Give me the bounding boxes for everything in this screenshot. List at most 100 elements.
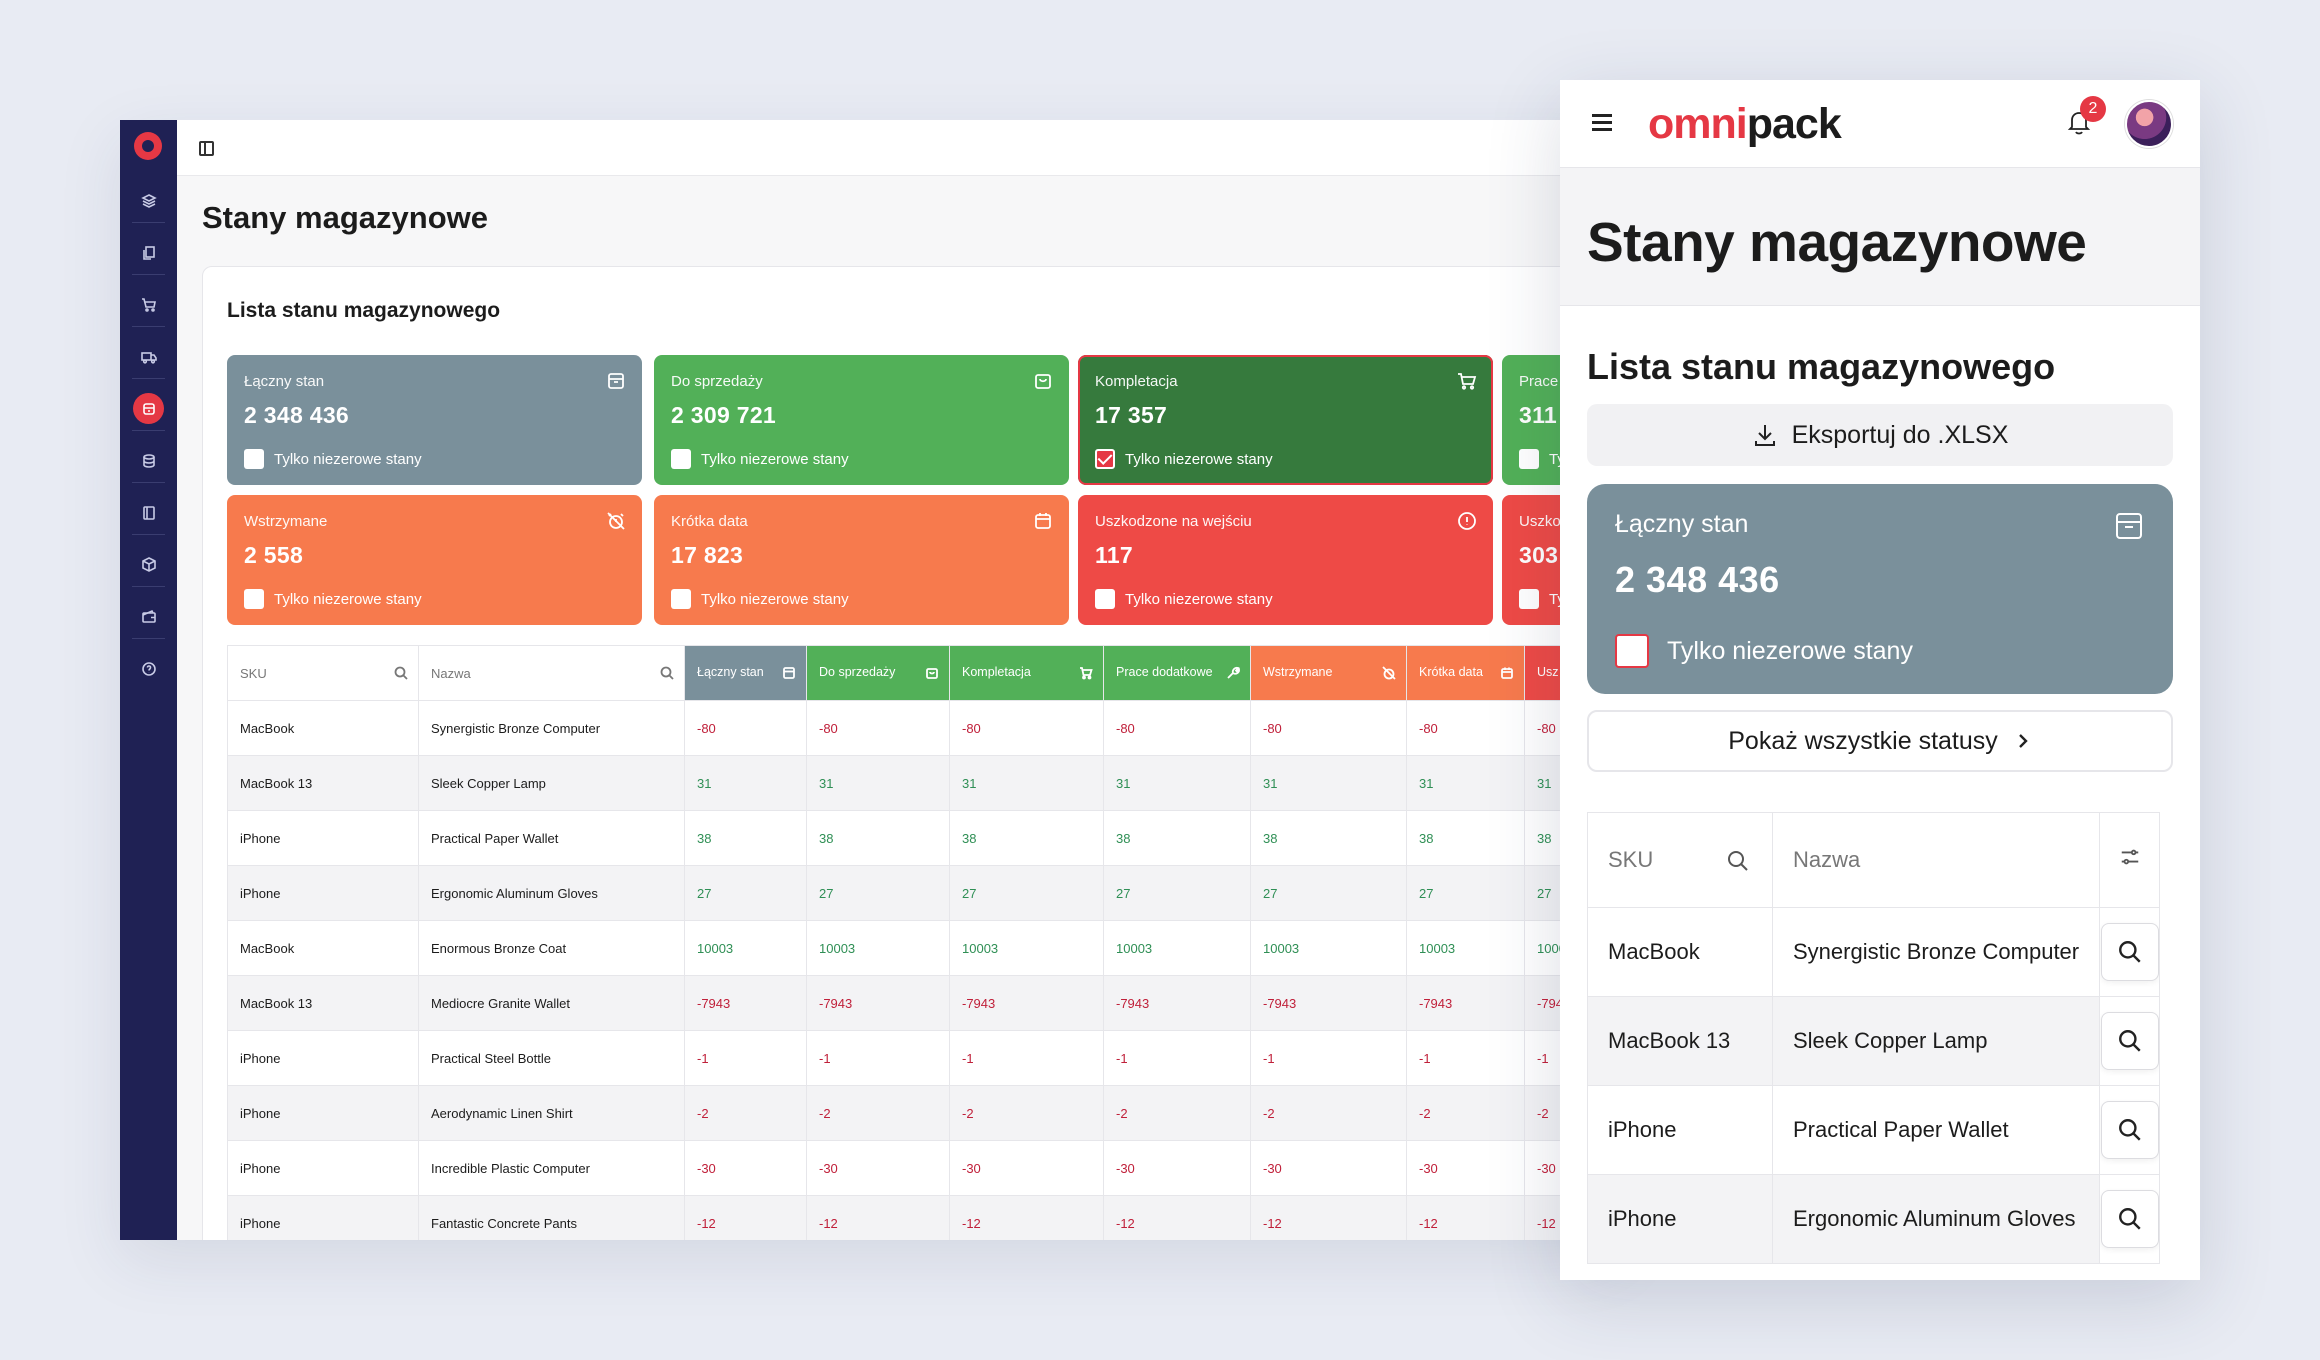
mobile-window: omnipack 2 Stany magazynowe Lista stanu …: [1560, 80, 2200, 1280]
nonzero-checkbox[interactable]: Tylko niezerowe stany: [244, 589, 422, 609]
status-card[interactable]: Krótka data 17 823 Tylko niezerowe stany: [654, 495, 1069, 625]
layers-icon[interactable]: [130, 182, 167, 219]
wallet-icon[interactable]: [130, 598, 167, 635]
column-header[interactable]: Do sprzedaży: [806, 645, 950, 701]
row-search-button[interactable]: [2099, 1085, 2161, 1175]
row-search-button[interactable]: [2099, 907, 2161, 997]
sku-cell: iPhone: [1587, 1085, 1773, 1175]
stock-value-cell: -80: [1103, 700, 1251, 756]
app-logo[interactable]: [134, 132, 162, 160]
card-value: 17 357: [1095, 402, 1168, 428]
stock-value-cell: 27: [1103, 865, 1251, 921]
table-row[interactable]: MacBook 13 Mediocre Granite Wallet -7943 -7…: [227, 975, 1605, 1031]
table-row[interactable]: iPhone Incredible Plastic Computer -30 -30-…: [227, 1140, 1605, 1196]
column-header[interactable]: Kompletacja: [949, 645, 1104, 701]
nonzero-checkbox[interactable]: Tylko niezerowe stany: [1095, 589, 1273, 609]
column-header[interactable]: Prace dodatkowe: [1103, 645, 1251, 701]
show-all-statuses-button[interactable]: Pokaż wszystkie statusy: [1587, 710, 2173, 772]
status-card[interactable]: Kompletacja 17 357 Tylko niezerowe stany: [1078, 355, 1493, 485]
name-cell: Synergistic Bronze Computer: [1771, 907, 2101, 997]
sku-filter-input[interactable]: SKU: [227, 645, 419, 701]
stock-value-cell: -1: [1103, 1030, 1251, 1086]
brand-logo[interactable]: omnipack: [1648, 100, 1842, 148]
name-cell: Sleek Copper Lamp: [418, 755, 685, 811]
status-card[interactable]: Uszkodzone na wejściu 117 Tylko niezerow…: [1078, 495, 1493, 625]
name-filter-input[interactable]: Nazwa: [1771, 812, 2101, 908]
table-row[interactable]: MacBook 13 Sleek Copper Lamp: [1587, 996, 2161, 1086]
name-cell: Practical Paper Wallet: [1771, 1085, 2101, 1175]
table-row[interactable]: iPhone Fantastic Concrete Pants -12 -12 -12-…: [227, 1195, 1605, 1240]
stock-table: SKU Nazwa Łączny stan Do sprzedaży Kompl…: [227, 645, 1605, 1240]
card-value: 2 348 436: [1615, 559, 1780, 600]
status-card[interactable]: Łączny stan 2 348 436 Tylko niezerowe st…: [227, 355, 642, 485]
stock-value-cell: -30: [1406, 1140, 1525, 1196]
table-row[interactable]: iPhone Ergonomic Aluminum Gloves 27 27 27 27 2…: [227, 865, 1605, 921]
stock-value-cell: -2: [684, 1085, 807, 1141]
help-icon[interactable]: [130, 650, 167, 687]
search-icon[interactable]: [2100, 1101, 2159, 1159]
status-card[interactable]: Wstrzymane 2 558 Tylko niezerowe stany: [227, 495, 642, 625]
stock-value-cell: -2: [1103, 1085, 1251, 1141]
search-icon[interactable]: [2100, 1012, 2159, 1070]
name-filter-input[interactable]: Nazwa: [418, 645, 685, 701]
stock-value-cell: -12: [949, 1195, 1104, 1240]
nonzero-checkbox[interactable]: Tylko niezerowe stany: [1615, 634, 1913, 668]
column-header[interactable]: Łączny stan: [684, 645, 807, 701]
stock-value-cell: 31: [1406, 755, 1525, 811]
status-card[interactable]: Łączny stan 2 348 436 Tylko niezerowe st…: [1587, 484, 2173, 694]
database-icon[interactable]: [130, 442, 167, 479]
export-button[interactable]: Eksportuj do .XLSX: [1587, 404, 2173, 466]
sidebar: [120, 120, 177, 1240]
sidebar-toggle-icon[interactable]: [199, 141, 214, 156]
nonzero-checkbox[interactable]: Tylko niezerowe stany: [1095, 449, 1273, 469]
sku-cell: iPhone: [227, 1140, 419, 1196]
avatar[interactable]: [2125, 100, 2173, 148]
search-icon[interactable]: [2100, 1190, 2159, 1248]
name-cell: Enormous Bronze Coat: [418, 920, 685, 976]
column-header[interactable]: Krótka data: [1406, 645, 1525, 701]
stock-value-cell: -7943: [1406, 975, 1525, 1031]
sku-cell: MacBook: [227, 920, 419, 976]
menu-icon[interactable]: [1592, 114, 1612, 132]
stock-value-cell: -7943: [949, 975, 1104, 1031]
package-icon[interactable]: [130, 546, 167, 583]
filter-settings-icon[interactable]: [2099, 812, 2161, 908]
table-row[interactable]: MacBook 13 Sleek Copper Lamp 31 31 31 31 31 31 3…: [227, 755, 1605, 811]
row-search-button[interactable]: [2099, 1174, 2161, 1264]
row-search-button[interactable]: [2099, 996, 2161, 1086]
nonzero-checkbox[interactable]: Tylko niezerowe stany: [671, 589, 849, 609]
table-row[interactable]: iPhone Practical Paper Wallet: [1587, 1085, 2161, 1175]
book-icon[interactable]: [130, 494, 167, 531]
table-row[interactable]: iPhone Ergonomic Aluminum Gloves: [1587, 1174, 2161, 1264]
warehouse-icon[interactable]: [130, 390, 167, 427]
nonzero-checkbox[interactable]: Tylko niezerowe stany: [244, 449, 422, 469]
stock-value-cell: -7943: [1103, 975, 1251, 1031]
sku-filter-input[interactable]: SKU: [1587, 812, 1773, 908]
stock-value-cell: 10003: [684, 920, 807, 976]
nonzero-checkbox[interactable]: Tylko niezerowe stany: [671, 449, 849, 469]
sku-cell: iPhone: [227, 1195, 419, 1240]
table-row[interactable]: iPhone Aerodynamic Linen Shirt -2 -2 -2 -2 -2-…: [227, 1085, 1605, 1141]
stock-value-cell: -1: [806, 1030, 950, 1086]
stock-value-cell: 10003: [806, 920, 950, 976]
table-row[interactable]: MacBook Enormous Bronze Coat 10003 10003 100…: [227, 920, 1605, 976]
table-row[interactable]: iPhone Practical Paper Wallet 38 38 38 38 38 38…: [227, 810, 1605, 866]
card-label: Uszko: [1519, 513, 1561, 530]
stock-value-cell: 27: [806, 865, 950, 921]
table-row[interactable]: MacBook Synergistic Bronze Computer: [1587, 907, 2161, 997]
stock-value-cell: 10003: [1406, 920, 1525, 976]
search-icon[interactable]: [2100, 923, 2159, 981]
status-card[interactable]: Do sprzedaży 2 309 721 Tylko niezerowe s…: [654, 355, 1069, 485]
stock-value-cell: -80: [684, 700, 807, 756]
stock-panel: Lista stanu magazynowego Łączny stan 2 3…: [202, 266, 1620, 1240]
column-header[interactable]: Wstrzymane: [1250, 645, 1407, 701]
table-row[interactable]: iPhone Practical Steel Bottle -1 -1 -1 -1 -1 -1…: [227, 1030, 1605, 1086]
documents-icon[interactable]: [130, 234, 167, 271]
stock-value-cell: 27: [949, 865, 1104, 921]
truck-icon[interactable]: [130, 338, 167, 375]
name-cell: Mediocre Granite Wallet: [418, 975, 685, 1031]
table-row[interactable]: MacBook Synergistic Bronze Computer -80 -80…: [227, 700, 1605, 756]
cart-icon[interactable]: [130, 286, 167, 323]
title-bar: Stany magazynowe: [1560, 168, 2200, 306]
card-value: 117: [1095, 542, 1134, 568]
